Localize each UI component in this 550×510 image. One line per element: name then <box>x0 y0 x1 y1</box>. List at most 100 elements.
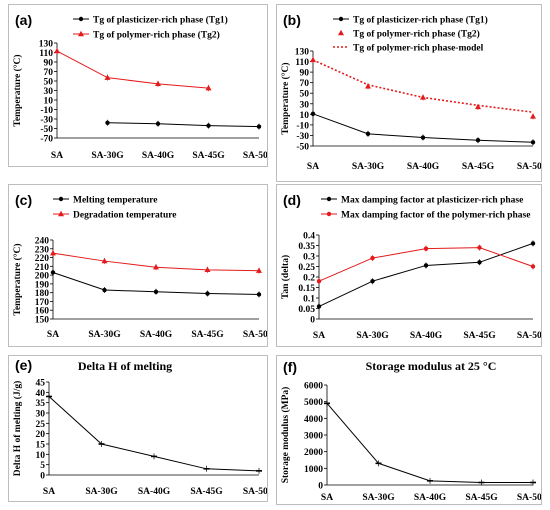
legend-marker-d-1 <box>326 211 332 217</box>
data-point-c-1 <box>153 264 159 270</box>
y-axis-label-d: Tan (delta) <box>280 255 291 299</box>
y-tick-label-a: 90 <box>44 59 54 69</box>
legend-label-d-1: Max damping factor of the polymer-rich p… <box>341 211 530 221</box>
y-tick-label-e: 0 <box>40 472 45 482</box>
data-point-b-1 <box>530 113 536 119</box>
panel-f: (f) Storage modulus at 25 °C 6000 5000 4000 3… <box>276 355 542 505</box>
legend-label-b-1: Tg of polymer-rich phase (Tg2) <box>353 29 480 40</box>
y-tick-label-b: -30 <box>296 132 309 142</box>
y-tick-label-a: 50 <box>44 78 54 88</box>
y-tick-label-a: 10 <box>44 97 54 107</box>
series-line-a-0 <box>107 122 260 128</box>
y-tick-label-c: 210 <box>35 263 50 273</box>
panel-a: (a) 130 110 90 70 50 30 10 -10 -30 -50 -70 SA SA-30G S… <box>8 4 268 167</box>
x-tick-label-c: SA <box>47 330 59 340</box>
legend-label-c-0: Melting temperature <box>73 196 158 206</box>
data-point-b-1 <box>365 83 371 89</box>
y-tick-label-f: 5000 <box>304 398 323 408</box>
x-tick-label-c: SA-40G <box>140 330 173 340</box>
x-tick-label-f: SA-50G <box>517 493 541 503</box>
legend-label-d-0: Max damping factor at plasticizer-rich p… <box>341 196 523 206</box>
x-tick-label-d: SA-30G <box>356 331 389 341</box>
y-tick-label-f: 1000 <box>304 465 323 475</box>
y-tick-label-d: 0.25 <box>298 263 315 273</box>
x-tick-label-e: SA <box>43 487 55 497</box>
y-axis-label-c: Temperature (°C) <box>12 243 23 315</box>
y-tick-label-b: 90 <box>300 69 310 79</box>
y-tick-label-a: 70 <box>44 68 54 78</box>
y-tick-label-e: 15 <box>36 441 46 451</box>
data-point-b-0 <box>530 140 536 145</box>
data-point-c-1 <box>50 249 56 256</box>
panel-d: (d) 0.4 0.35 0.3 0.25 0.2 0.15 0.1 0.05 0 SA SA-30G… <box>276 184 542 347</box>
y-tick-label-b: 50 <box>300 90 310 100</box>
data-point-c-0 <box>153 289 159 294</box>
y-tick-label-d: 0.1 <box>303 295 315 305</box>
series-line-d-0 <box>318 242 534 307</box>
y-tick-label-e: 25 <box>36 420 46 430</box>
y-tick-label-e: 20 <box>36 430 46 440</box>
data-point-d-0 <box>316 304 322 309</box>
data-point-d-0 <box>423 263 429 268</box>
x-tick-label-c: SA-50G <box>243 330 267 340</box>
data-point-c-0 <box>102 287 107 293</box>
legend-marker-c-0 <box>58 196 64 202</box>
y-tick-label-a: -70 <box>40 135 53 145</box>
legend-marker-a-1 <box>78 30 84 37</box>
y-tick-label-f: 4000 <box>304 415 323 425</box>
legend-marker-d-0 <box>326 196 332 202</box>
y-tick-label-e: 10 <box>36 451 46 461</box>
y-tick-label-e: 5 <box>40 461 45 471</box>
x-tick-label-a: SA-40G <box>142 151 175 161</box>
y-tick-label-b: 130 <box>295 48 310 58</box>
panel-label-f: (f) <box>283 359 297 375</box>
x-tick-label-d: SA-45G <box>463 331 496 341</box>
x-tick-label-d: SA <box>313 331 325 341</box>
data-point-b-1 <box>310 56 316 63</box>
data-point-a-1 <box>104 74 111 80</box>
x-tick-label-d: SA-40G <box>410 331 443 341</box>
data-point-d-1 <box>370 255 375 261</box>
data-point-c-0 <box>205 291 210 296</box>
y-tick-label-d: 0.4 <box>303 232 315 242</box>
data-point-d-0 <box>370 279 375 284</box>
chart-d: (d) 0.40.350.30.250.20.150.10.050 SA SA-30G… <box>280 192 541 341</box>
y-tick-label-e: 35 <box>36 399 46 409</box>
y-axis-label-a: Temperature (°C) <box>12 54 23 126</box>
x-tick-label-b: SA-50G <box>517 162 541 172</box>
y-tick-label-a: 110 <box>39 49 53 59</box>
x-tick-label-f: SA-45G <box>465 493 498 503</box>
y-tick-label-b: 30 <box>300 100 310 110</box>
data-point-d-1 <box>477 245 482 250</box>
data-point-c-1 <box>101 257 108 264</box>
data-point-c-0 <box>50 270 56 275</box>
x-tick-label-e: SA-30G <box>85 487 118 497</box>
panel-label-a: (a) <box>15 12 32 28</box>
y-tick-label-e: 40 <box>36 389 46 399</box>
data-point-c-1 <box>204 266 211 273</box>
y-tick-label-f: 2000 <box>304 448 323 458</box>
panel-e: (e) Delta H of melting 45 40 35 30 25 20 15 10 5 0 S… <box>8 355 268 502</box>
x-tick-label-b: SA-40G <box>407 162 440 172</box>
y-tick-label-c: 240 <box>35 237 50 247</box>
chart-f: (f) Storage modulus at 25 °C 6000 5000 4000 3… <box>280 359 541 503</box>
x-tick-label-f: SA-40G <box>414 493 447 503</box>
y-tick-label-a: 130 <box>39 40 54 50</box>
data-point-c-0 <box>256 292 262 297</box>
y-tick-label-a: 30 <box>44 87 54 97</box>
y-tick-label-f: 0 <box>318 482 323 492</box>
y-tick-label-b: 110 <box>295 58 309 68</box>
x-tick-label-b: SA <box>307 162 319 172</box>
panel-b: (b) 130 110 90 70 50 30 10 -10 -30 -50 SA SA-30G SA-4… <box>276 4 542 182</box>
panel-c: (c) 240 230 220 210 200 190 180 170 160 150 SA SA-30… <box>8 184 268 347</box>
legend-marker-b-0 <box>338 16 344 22</box>
x-tick-label-a: SA-45G <box>192 151 225 161</box>
x-tick-label-c: SA-30G <box>88 330 121 340</box>
y-tick-label-c: 180 <box>35 289 50 299</box>
chart-title-f: Storage modulus at 25 °C <box>366 359 497 373</box>
y-axis-label-b: Temperature (°C) <box>280 62 291 134</box>
y-tick-label-d: 0.35 <box>298 242 315 252</box>
data-point-b-0 <box>310 111 316 117</box>
